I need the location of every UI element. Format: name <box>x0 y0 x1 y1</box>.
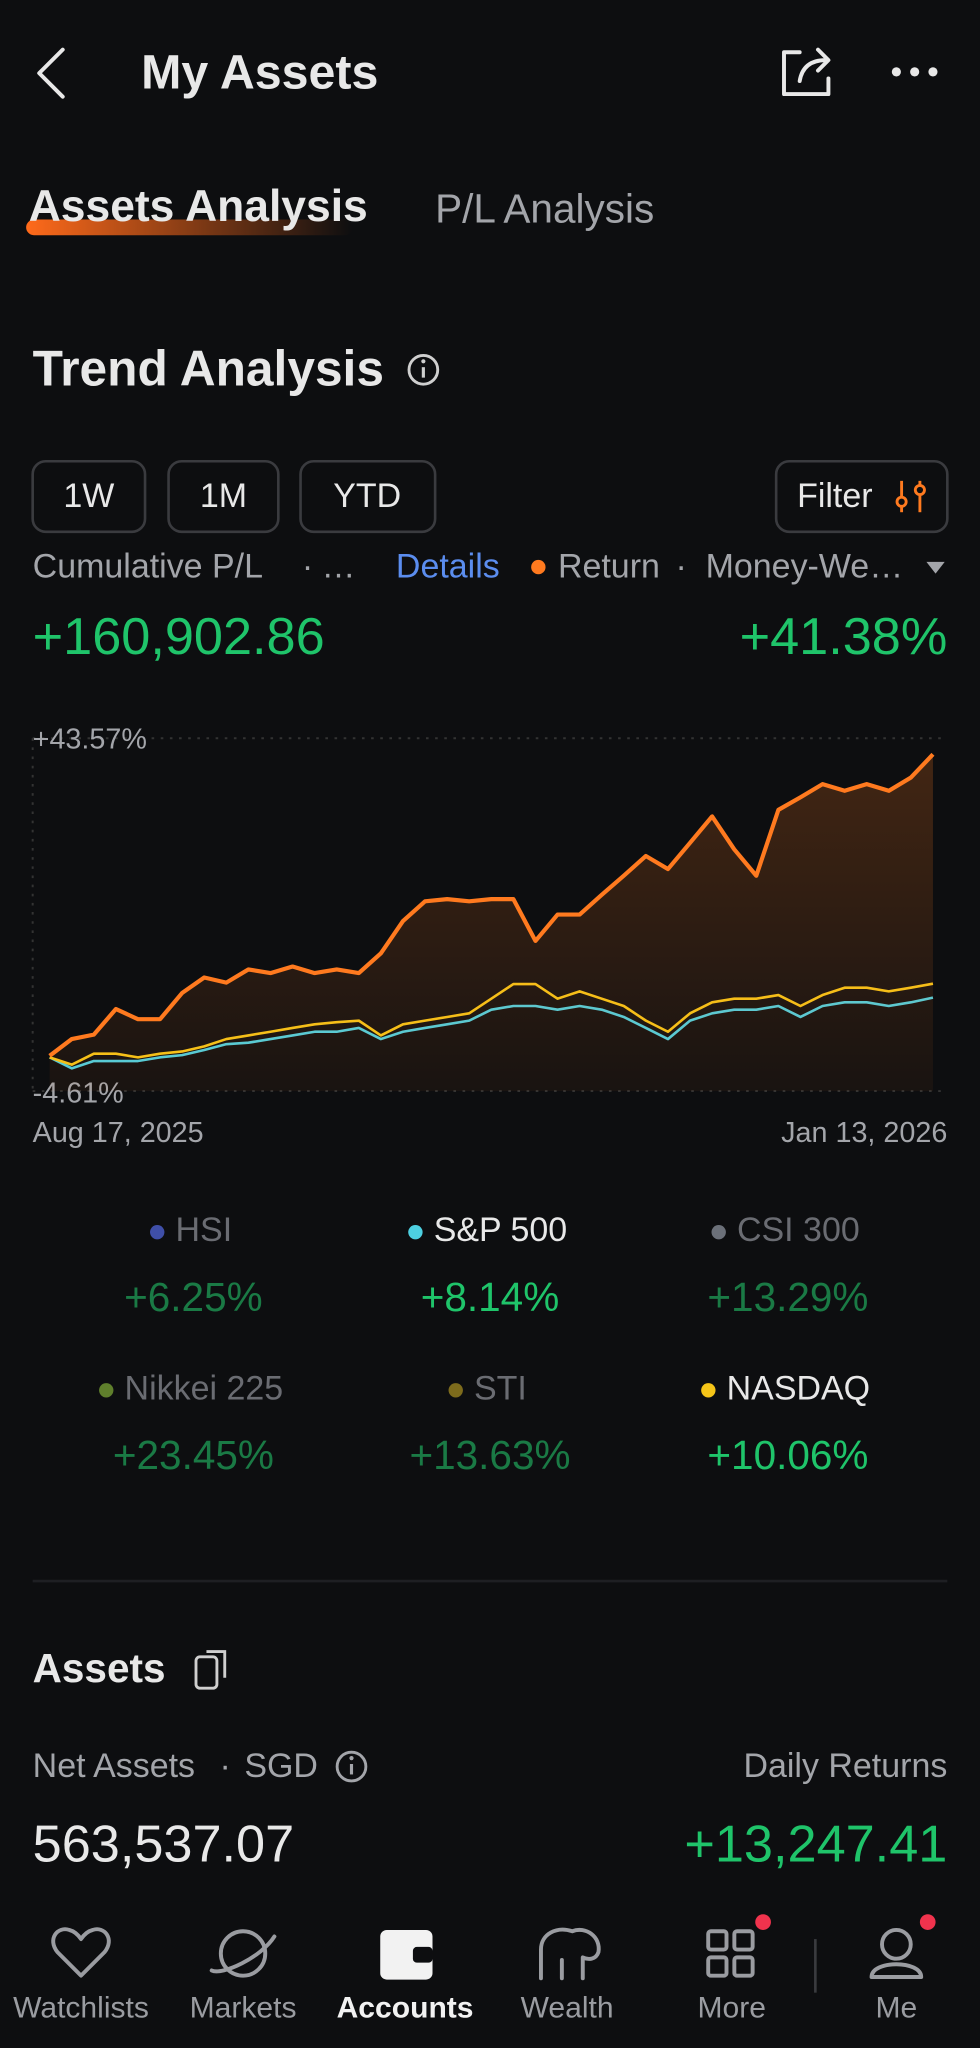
ellipsis[interactable]: … <box>321 547 355 585</box>
range-button[interactable] <box>167 459 280 534</box>
index-dot <box>408 1224 423 1240</box>
return-area <box>49 754 933 1092</box>
nav-icon <box>538 1927 601 1981</box>
index-name: Nikkei 225 <box>125 1369 284 1407</box>
nav-icon <box>869 1927 924 1979</box>
share-button[interactable] <box>782 47 831 97</box>
index-legend: HSI +6.25% S&P 500 +8.14% CSI 300 +13.29% Nikk… <box>99 1211 870 1478</box>
net-assets-value: 563,537.07 <box>33 1815 295 1873</box>
return-value: +41.38% <box>740 608 948 666</box>
separator: · <box>302 547 313 585</box>
x-tick-label: Aug 17, 2025 <box>33 1117 204 1149</box>
nav-icon <box>706 1929 755 1978</box>
index-change: +13.29% <box>707 1274 868 1320</box>
nav: Watchlists Markets Accounts Wealth More Me <box>13 1914 936 2025</box>
nav-label[interactable]: More <box>697 1992 765 2025</box>
currency[interactable]: SGD <box>244 1747 318 1785</box>
metric-label: Cumulative P/L <box>33 547 263 585</box>
separator: · <box>220 1747 231 1785</box>
daily-returns-value: +13,247.41 <box>684 1815 947 1873</box>
index-name: HSI <box>176 1211 233 1249</box>
nav-label[interactable]: Me <box>875 1992 917 2025</box>
nav-label[interactable]: Accounts <box>337 1992 474 2025</box>
daily-returns-label: Daily Returns <box>743 1747 947 1785</box>
range-button[interactable] <box>299 459 437 534</box>
series-line <box>48 752 935 1058</box>
net-assets-label: Net Assets <box>33 1747 195 1785</box>
pl-value: +160,902.86 <box>33 608 325 666</box>
nav-badge <box>755 1914 771 1930</box>
tab[interactable]: P/L Analysis <box>435 185 654 231</box>
return-legend-dot <box>531 559 546 575</box>
range-label[interactable]: 1W <box>63 477 114 515</box>
nav-icon <box>51 1927 111 1978</box>
index-dot <box>448 1383 463 1398</box>
more-button[interactable] <box>891 67 938 77</box>
separator: · <box>676 547 687 585</box>
index-name: NASDAQ <box>727 1369 870 1407</box>
range-label[interactable]: YTD <box>333 477 401 515</box>
back-button[interactable] <box>37 47 65 99</box>
range-button[interactable] <box>31 459 147 534</box>
nav-bar <box>0 1901 980 2048</box>
nav-label[interactable]: Markets <box>190 1992 297 2025</box>
copy-icon[interactable] <box>194 1650 227 1690</box>
filter-label[interactable]: Filter <box>797 477 872 515</box>
trend-chart: -4.61%+43.57%Aug 17, 2025 Jan 13, 2026 <box>32 723 948 1149</box>
index-dot <box>701 1383 716 1398</box>
info-icon[interactable] <box>335 1750 368 1783</box>
index-name: S&P 500 <box>434 1211 567 1249</box>
info-icon[interactable] <box>407 353 440 386</box>
nav-icon <box>209 1929 277 1978</box>
index-change: +13.63% <box>409 1432 570 1478</box>
nav-label[interactable]: Watchlists <box>13 1992 149 2025</box>
index-name: CSI 300 <box>737 1211 860 1249</box>
details-link[interactable]: Details <box>396 547 500 585</box>
filter-button[interactable] <box>774 459 949 534</box>
index-dot <box>150 1224 165 1240</box>
index-dot <box>99 1383 114 1398</box>
x-tick-label: Jan 13, 2026 <box>781 1117 947 1149</box>
index-change: +23.45% <box>113 1432 274 1478</box>
dropdown-arrow[interactable] <box>926 561 945 574</box>
range-label[interactable]: 1M <box>200 477 247 515</box>
page-title: My Assets <box>141 46 378 100</box>
tab-indicator <box>26 219 353 236</box>
tab[interactable]: Assets Analysis <box>29 182 368 231</box>
index-dot <box>711 1224 726 1240</box>
index-change: +6.25% <box>124 1274 263 1320</box>
y-tick-label: +43.57% <box>33 723 147 755</box>
section-title: Assets <box>33 1645 166 1691</box>
index-name: STI <box>474 1369 527 1407</box>
index-change: +10.06% <box>707 1432 868 1478</box>
nav-icon <box>380 1929 433 1980</box>
filter-icon <box>895 480 926 513</box>
section-title: Trend Analysis <box>33 341 384 397</box>
return-label[interactable]: Return <box>558 547 660 585</box>
nav-label[interactable]: Wealth <box>521 1992 614 2025</box>
weighting-label[interactable]: Money-We… <box>706 547 904 585</box>
index-change: +8.14% <box>421 1274 559 1320</box>
nav-badge <box>919 1914 936 1930</box>
